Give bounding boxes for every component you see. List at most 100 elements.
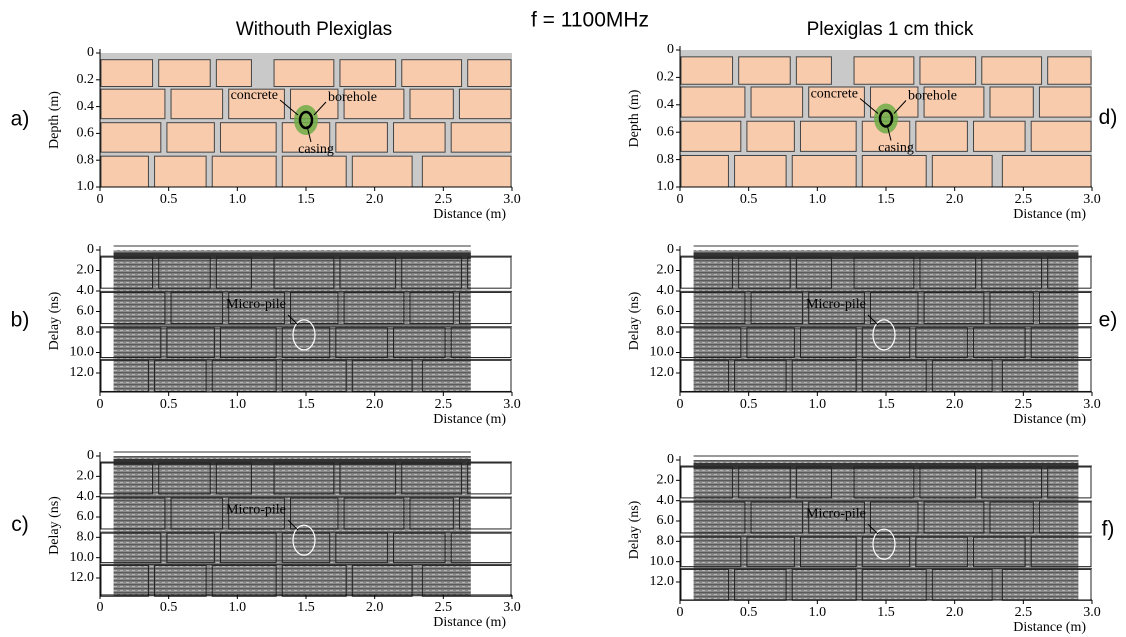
y-axis-label: Delay (ns) [47,291,62,350]
brick [853,56,915,85]
brick-outline [211,359,277,392]
panel: Micro-pile 0 2.0 4.0 6.0 8.0 10.0 12.0 0 0.5 1.0 1.… [627,242,1117,427]
brick [219,122,277,153]
brick [158,59,211,87]
brick-outline [421,564,512,597]
y-tick-label: 8.0 [77,530,95,545]
brick-outline [981,466,1043,499]
x-tick-label: 0.5 [740,605,758,620]
brick-outline [870,291,919,325]
x-axis-label: Distance (m) [1013,412,1086,427]
brick [799,120,857,152]
y-tick-label: 8.0 [657,324,675,339]
y-tick-label: 1.0 [77,179,95,194]
brick-outline [680,291,746,325]
brick [680,56,734,85]
brick-outline [931,359,993,392]
x-tick-label: 2.0 [366,397,384,412]
panel-label: c) [11,513,29,536]
annotation: concrete [811,87,858,102]
brick-outline [158,462,211,495]
brick-outline [450,532,512,564]
brick-outline [421,359,512,392]
brick-outline [680,536,742,568]
brick-outline [750,501,804,534]
brick [166,122,215,153]
y-axis-label: Depth (m) [627,89,642,147]
x-tick-label: 0 [97,397,104,412]
y-tick-label: 1.0 [657,179,675,194]
panel-label: f) [1102,518,1115,541]
y-axis-label: Delay (ns) [627,291,642,350]
y-tick-label: 10.0 [70,345,95,360]
brick-outline [799,327,857,359]
brick-outline [409,497,454,530]
y-tick-label: 0.6 [77,126,95,141]
x-tick-label: 1.5 [877,192,895,207]
brick-outline [166,327,215,359]
x-tick-label: 0 [677,192,684,207]
brick-outline [870,501,919,534]
y-axis-label: Delay (ns) [627,500,642,559]
brick [339,59,397,87]
brick-outline [166,532,215,564]
annotation: Micro-pile [226,502,286,517]
x-tick-label: 3.0 [1083,605,1101,620]
brick-outline [343,497,405,530]
y-tick-label: 2.0 [657,263,675,278]
x-tick-label: 3.0 [1083,192,1101,207]
y-tick-label: 0 [667,242,674,257]
y-tick-label: 10.0 [650,554,675,569]
brick-outline [791,359,857,392]
y-tick-label: 12.0 [70,570,95,585]
borehole [874,103,898,134]
pointer [287,519,299,531]
brick [393,122,446,153]
brick-outline [100,327,162,359]
brick [795,56,832,85]
brick [989,86,1034,118]
x-tick-label: 1.0 [229,397,247,412]
y-tick-label: 0.4 [657,97,675,112]
brick [100,155,149,188]
x-tick-label: 2.5 [435,192,453,207]
y-tick-label: 6.0 [77,509,95,524]
x-tick-label: 1.5 [297,397,315,412]
annotation: borehole [908,89,957,104]
casing [878,109,894,128]
brick-outline [746,327,795,359]
brick-outline [915,536,968,568]
y-tick-label: 0 [667,452,674,467]
brick-outline [808,501,865,534]
x-tick-label: 3.0 [503,397,521,412]
pointer [867,523,879,535]
x-tick-label: 0 [97,192,104,207]
brick-outline [808,291,865,325]
brick-outline [458,291,512,325]
brick [808,86,865,118]
brick-outline [450,327,512,359]
panel-label: b) [11,309,30,332]
y-tick-label: 10.0 [70,550,95,565]
brick [100,59,154,87]
x-tick-label: 2.5 [435,600,453,615]
y-axis-label: Depth (m) [47,91,62,149]
brick-outline [409,291,454,325]
brick-outline [273,256,335,289]
brick-outline [989,291,1034,325]
annotation: concrete [231,88,278,103]
brick-outline [339,462,397,495]
y-tick-label: 4.0 [77,489,95,504]
annotation: Micro-pile [806,297,866,312]
x-tick-label: 1.5 [877,605,895,620]
brick-outline [915,327,968,359]
annotation: casing [878,141,914,156]
brick-outline [100,497,166,530]
brick-outline [100,462,154,495]
brick [1047,56,1092,85]
panel-label: a) [11,108,30,131]
y-tick-label: 0.8 [77,152,95,167]
brick [931,154,993,188]
